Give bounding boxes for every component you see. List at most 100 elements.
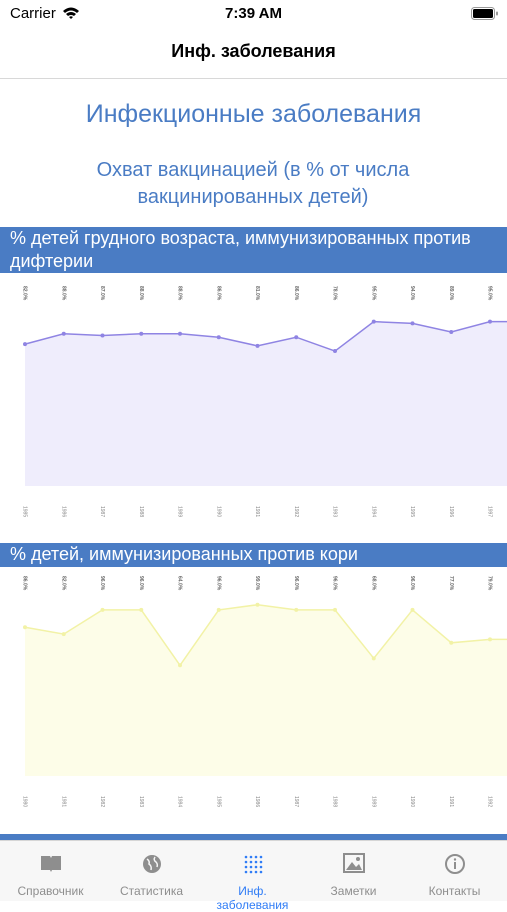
- tab[interactable]: Справочник: [0, 841, 101, 901]
- point: [61, 632, 66, 637]
- value-label: 78.0%: [332, 286, 338, 301]
- wifi-icon: [63, 7, 79, 19]
- point: [23, 625, 27, 630]
- point: [333, 607, 337, 612]
- separator: [0, 78, 507, 79]
- tab[interactable]: Контакты: [404, 841, 505, 901]
- value-label: 95.0%: [370, 286, 376, 301]
- x-tick-label: 1989: [370, 796, 376, 807]
- x-tick-label: 1985: [22, 506, 28, 517]
- globe-icon: [143, 855, 161, 873]
- value-label: 82.0%: [60, 576, 66, 591]
- value-label: 96.0%: [215, 576, 221, 591]
- x-tick-label: 1991: [254, 506, 260, 517]
- point: [333, 349, 337, 354]
- x-tick-label: 1985: [215, 796, 221, 807]
- point: [371, 319, 376, 324]
- x-tick-label: 1990: [409, 796, 415, 807]
- point: [449, 330, 454, 335]
- point: [449, 640, 454, 645]
- next-band: [0, 834, 507, 840]
- x-tick-label: 1982: [99, 796, 105, 807]
- area: [25, 604, 507, 776]
- point: [216, 335, 221, 340]
- value-label: 96.0%: [99, 576, 105, 591]
- value-label: 68.0%: [370, 576, 376, 591]
- tab[interactable]: Статистика: [101, 841, 202, 901]
- point: [178, 331, 182, 336]
- tab-label: Заметки: [330, 884, 377, 898]
- x-tick-label: 1986: [60, 506, 66, 517]
- x-tick-label: 1988: [138, 506, 144, 517]
- point: [100, 607, 105, 612]
- point: [488, 319, 492, 324]
- point: [371, 656, 376, 661]
- battery-icon: [471, 7, 498, 20]
- value-label: 79.0%: [487, 576, 493, 591]
- value-label: 96.0%: [293, 576, 299, 591]
- value-label: 81.0%: [254, 286, 260, 301]
- value-label: 96.0%: [138, 576, 144, 591]
- value-label: 82.0%: [22, 286, 28, 301]
- value-label: 88.0%: [60, 286, 66, 301]
- point: [410, 321, 415, 326]
- point: [294, 335, 299, 340]
- x-tick-label: 1986: [254, 796, 260, 807]
- tab[interactable]: Инф. заболевания: [202, 841, 303, 912]
- value-label: 95.0%: [487, 286, 493, 301]
- point: [139, 607, 144, 612]
- x-tick-label: 1993: [332, 506, 338, 517]
- line: [24, 320, 507, 352]
- chart: 82.0% 1985 88.0% 1986 87.0% 1987 88.0% 1988 88.0…: [22, 286, 507, 517]
- heading: Инфекционные заболевания: [85, 100, 422, 128]
- x-tick-label: 1990: [215, 506, 221, 517]
- x-tick-label: 1996: [448, 506, 454, 517]
- x-tick-label: 1987: [99, 506, 105, 517]
- point: [488, 637, 492, 642]
- x-tick-label: 1988: [332, 796, 338, 807]
- carrier: Carrier: [10, 5, 56, 22]
- point: [294, 607, 299, 612]
- x-tick-label: 1987: [293, 796, 299, 807]
- book-icon: [41, 856, 61, 872]
- value-label: 86.0%: [293, 286, 299, 301]
- tab-label: Контакты: [428, 884, 481, 898]
- x-tick-label: 1995: [409, 506, 415, 517]
- point: [255, 343, 260, 348]
- x-tick-label: 1981: [60, 796, 66, 807]
- area: [25, 321, 507, 486]
- x-tick-label: 1984: [177, 796, 183, 807]
- value-label: 99.0%: [254, 576, 260, 591]
- x-tick-label: 1980: [22, 796, 28, 807]
- x-tick-label: 1983: [138, 796, 144, 807]
- x-tick-label: 1997: [487, 506, 493, 517]
- chart: 86.0% 1980 82.0% 1981 96.0% 1982 96.0% 1983 64.0…: [22, 576, 507, 807]
- x-tick-label: 1989: [177, 506, 183, 517]
- value-label: 88.0%: [177, 286, 183, 301]
- value-label: 86.0%: [22, 576, 28, 591]
- value-label: 89.0%: [448, 286, 454, 301]
- value-label: 77.0%: [448, 576, 454, 591]
- point: [178, 663, 182, 668]
- tab-label: Инф. заболевания: [216, 884, 289, 912]
- value-label: 87.0%: [99, 286, 105, 301]
- point: [255, 602, 260, 607]
- value-label: 96.0%: [409, 576, 415, 591]
- tab[interactable]: Заметки: [303, 841, 404, 901]
- point: [139, 331, 144, 336]
- value-label: 96.0%: [332, 576, 338, 591]
- x-tick-label: 1994: [370, 506, 376, 517]
- tab-label: Статистика: [119, 884, 184, 898]
- point: [216, 607, 221, 612]
- tab-bar: Справочник Статистика Инф. заболевания З…: [0, 840, 507, 912]
- x-tick-label: 1991: [448, 796, 454, 807]
- chart-title: % детей, иммунизированных против кори: [0, 543, 507, 567]
- info-icon: [445, 854, 465, 874]
- clock: 7:39 AM: [225, 5, 282, 22]
- point: [23, 342, 27, 347]
- value-label: 86.0%: [215, 286, 221, 301]
- chart-title: % детей грудного возраста, иммунизирован…: [0, 227, 507, 273]
- subheading: Охват вакцинацией (в % от числа вакцинир…: [96, 159, 410, 208]
- value-label: 88.0%: [138, 286, 144, 301]
